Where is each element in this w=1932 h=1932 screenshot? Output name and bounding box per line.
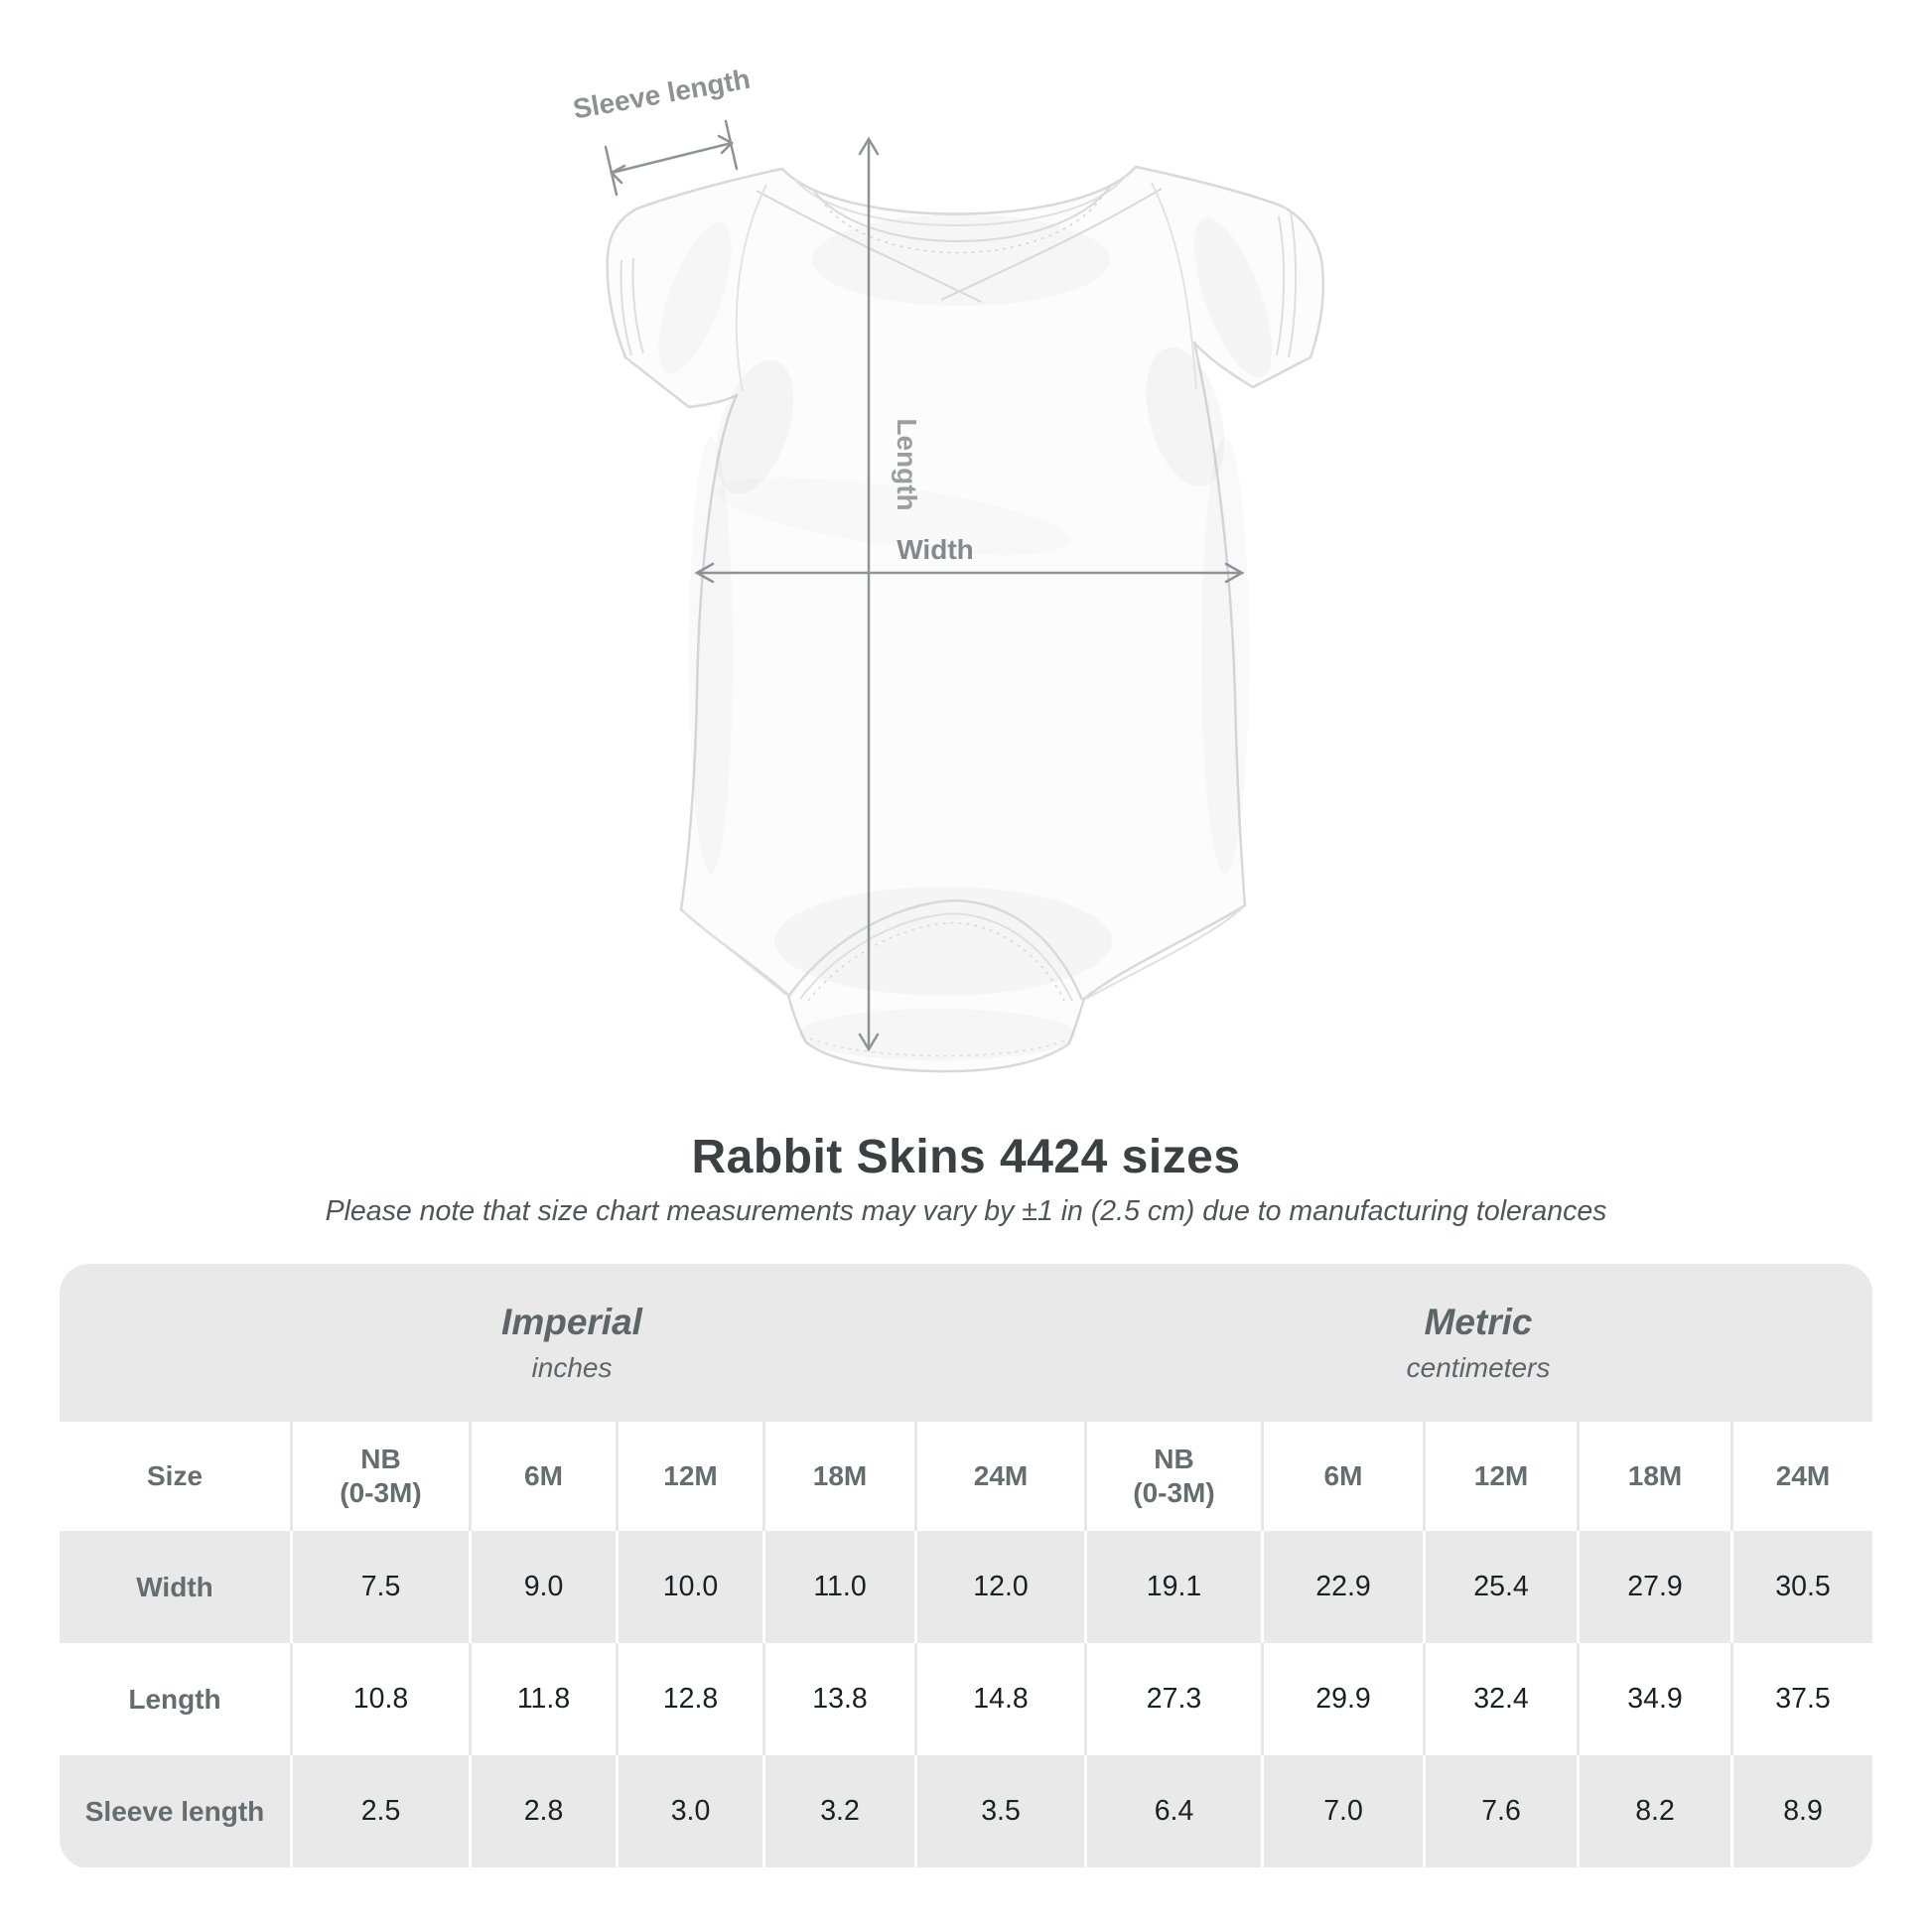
table-cell: 22.9	[1261, 1531, 1423, 1643]
width-arrow	[694, 562, 1245, 584]
table-cell: 8.9	[1730, 1755, 1872, 1867]
table-cell: 7.6	[1423, 1755, 1577, 1867]
table-cell: 3.0	[616, 1755, 762, 1867]
envelope-neck-flaps	[756, 188, 1163, 303]
column-header: 18M	[762, 1422, 914, 1531]
imperial-label: Imperial	[501, 1302, 642, 1342]
bodysuit-measurement-diagram: Sleeve length Length Width	[571, 64, 1325, 1073]
table-cell: 11.0	[762, 1531, 914, 1643]
width-label: Width	[897, 534, 974, 565]
table-cell: 3.2	[762, 1755, 914, 1867]
column-header: 12M	[1423, 1422, 1577, 1531]
column-header: 12M	[616, 1422, 762, 1531]
table-cell: 27.9	[1577, 1531, 1730, 1643]
sleeve-length-arrow	[604, 119, 739, 197]
length-arrow	[858, 136, 880, 1052]
measurement-overlays	[604, 119, 1245, 1052]
table-cell: 12.0	[914, 1531, 1084, 1643]
row-label: Width	[60, 1531, 290, 1643]
table-cell: 9.0	[469, 1531, 616, 1643]
metric-unit: centimeters	[1406, 1352, 1551, 1383]
column-header: 6M	[1261, 1422, 1423, 1531]
table-cell: 27.3	[1084, 1643, 1261, 1755]
armhole-seams	[735, 182, 1197, 392]
table-row-length: Length 10.8 11.8 12.8 13.8 14.8 27.3 29.…	[60, 1643, 1872, 1755]
column-header: NB (0-3M)	[1084, 1422, 1261, 1531]
size-header-row: Size NB (0-3M) 6M 12M 18M 24M NB (0-3M) …	[60, 1422, 1872, 1531]
column-header: 6M	[469, 1422, 616, 1531]
column-header: 24M	[1730, 1422, 1872, 1531]
table-cell: 2.8	[469, 1755, 616, 1867]
table-cell: 14.8	[914, 1643, 1084, 1755]
table-row-sleeve-length: Sleeve length 2.5 2.8 3.0 3.2 3.5 6.4 7.…	[60, 1755, 1872, 1867]
page-title: Rabbit Skins 4424 sizes	[691, 1131, 1241, 1183]
table-cell: 19.1	[1084, 1531, 1261, 1643]
cuff-seams	[620, 211, 1298, 358]
table-cell: 10.8	[290, 1643, 469, 1755]
neckband-detail	[793, 176, 1126, 254]
row-label: Length	[60, 1643, 290, 1755]
table-cell: 2.5	[290, 1755, 469, 1867]
table-cell: 8.2	[1577, 1755, 1730, 1867]
table-cell: 3.5	[914, 1755, 1084, 1867]
infant-bodysuit-graphic	[606, 165, 1325, 1073]
table-cell: 13.8	[762, 1643, 914, 1755]
table-cell: 10.0	[616, 1531, 762, 1643]
snap-flap-detail	[682, 898, 1244, 1057]
table-cell: 12.8	[616, 1643, 762, 1755]
unit-header-band: Imperial inches Metric centimeters	[60, 1264, 1872, 1422]
imperial-header: Imperial inches	[60, 1264, 1084, 1422]
imperial-unit: inches	[531, 1352, 613, 1383]
column-header: 18M	[1577, 1422, 1730, 1531]
table-cell: 7.0	[1261, 1755, 1423, 1867]
table-cell: 29.9	[1261, 1643, 1423, 1755]
table-cell: 37.5	[1730, 1643, 1872, 1755]
tolerance-note: Please note that size chart measurements…	[325, 1195, 1607, 1227]
column-header: NB (0-3M)	[290, 1422, 469, 1531]
table-cell: 25.4	[1423, 1531, 1577, 1643]
bodysuit-illustration: Sleeve length Length Width	[571, 64, 1325, 1073]
table-cell: 34.9	[1577, 1643, 1730, 1755]
table-row-width: Width 7.5 9.0 10.0 11.0 12.0 19.1 22.9 2…	[60, 1531, 1872, 1643]
size-chart-table: Imperial inches Metric centimeters Size …	[60, 1264, 1872, 1868]
table-cell: 6.4	[1084, 1755, 1261, 1867]
table-cell: 30.5	[1730, 1531, 1872, 1643]
table-cell: 32.4	[1423, 1643, 1577, 1755]
table-cell: 7.5	[290, 1531, 469, 1643]
sleeve-length-label: Sleeve length	[571, 64, 753, 125]
table-cell: 11.8	[469, 1643, 616, 1755]
size-col-header: Size	[60, 1422, 290, 1531]
row-label: Sleeve length	[60, 1755, 290, 1867]
metric-label: Metric	[1424, 1302, 1533, 1342]
metric-header: Metric centimeters	[1084, 1264, 1872, 1422]
column-header: 24M	[914, 1422, 1084, 1531]
length-label: Length	[892, 418, 922, 510]
